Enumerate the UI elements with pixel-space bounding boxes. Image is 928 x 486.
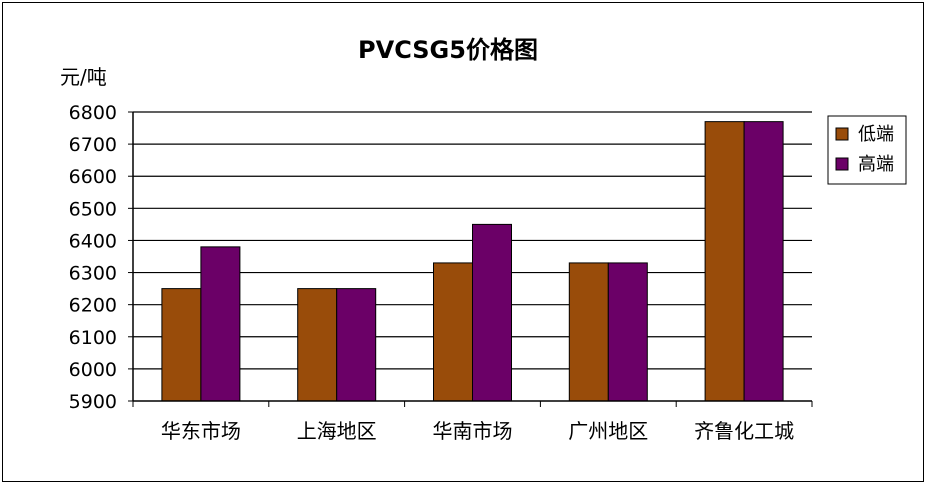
- x-tick-label: 华东市场: [161, 419, 241, 443]
- y-tick-label: 6400: [69, 230, 117, 252]
- y-tick-label: 6200: [69, 295, 117, 317]
- y-tick-label: 6600: [69, 166, 117, 188]
- bar-low: [297, 288, 338, 402]
- y-tick-label: 5900: [69, 391, 117, 413]
- legend-box: [827, 115, 907, 185]
- y-tick-label: 6500: [69, 198, 117, 220]
- bar-low: [568, 262, 609, 402]
- y-tick-label: 6300: [69, 263, 117, 285]
- y-tick-label: 6800: [69, 102, 117, 124]
- legend-label: 低端: [858, 124, 894, 145]
- bar-low: [161, 288, 202, 402]
- bar-low: [433, 262, 473, 402]
- legend-swatch: [835, 127, 849, 141]
- chart-title: PVCSG5价格图: [358, 36, 538, 64]
- y-tick-label: 6100: [69, 327, 117, 349]
- legend-swatch: [835, 157, 849, 171]
- bar-high: [607, 262, 648, 402]
- x-tick-label: 华南市场: [433, 419, 513, 443]
- x-tick-label: 广州地区: [568, 419, 648, 443]
- x-tick-label: 上海地区: [297, 419, 377, 443]
- axes: [128, 111, 813, 407]
- y-tick-label: 6000: [69, 359, 117, 381]
- bar-high: [200, 246, 241, 402]
- gridlines: [133, 111, 812, 370]
- x-tick-label: 齐鲁化工城: [694, 419, 794, 443]
- x-tick-labels: 华东市场 上海地区 华南市场 广州地区 齐鲁化工城: [161, 419, 794, 443]
- legend-label: 高端: [858, 154, 894, 175]
- y-tick-labels: 5900 6000 6100 6200 6300 6400 6500 6600 6700 6800: [69, 102, 117, 413]
- bar-low: [704, 121, 745, 402]
- bar-high: [472, 223, 512, 402]
- bars: [161, 121, 784, 402]
- y-axis-unit-label: 元/吨: [60, 65, 107, 89]
- y-tick-label: 6700: [69, 134, 117, 156]
- bar-high: [743, 121, 784, 402]
- bar-high: [336, 288, 377, 402]
